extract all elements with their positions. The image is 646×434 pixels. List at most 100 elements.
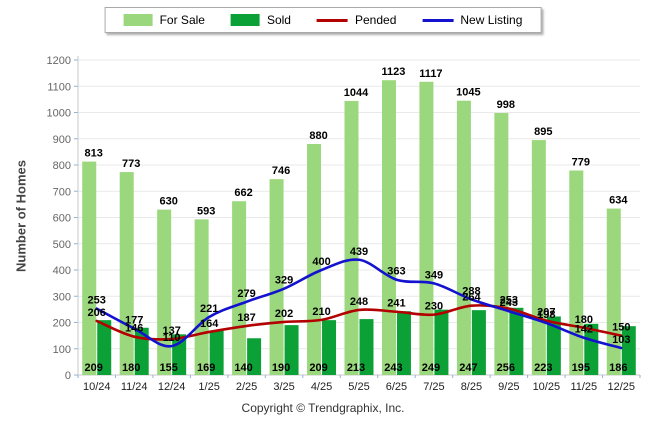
for-sale-bar [194, 219, 209, 375]
sold-bar [509, 307, 524, 375]
svg-text:248: 248 [350, 296, 368, 308]
svg-text:187: 187 [237, 312, 255, 324]
svg-text:600: 600 [53, 213, 71, 225]
sold-bar [209, 330, 224, 375]
svg-text:900: 900 [53, 134, 71, 146]
for-sale-swatch-icon [123, 14, 153, 26]
svg-text:1123: 1123 [382, 66, 406, 78]
svg-text:264: 264 [462, 292, 481, 304]
legend-item-new-listing[interactable]: New Listing [422, 13, 522, 27]
svg-text:11/24: 11/24 [121, 381, 148, 393]
for-sale-bar [494, 113, 509, 376]
y-tick-labels: 0 100 200 300 400 500 600 700 800 900 1000 1100 1200 [47, 55, 71, 382]
sold-bar [471, 310, 486, 375]
svg-text:279: 279 [237, 288, 255, 300]
svg-text:439: 439 [350, 246, 368, 258]
svg-text:12/24: 12/24 [158, 381, 186, 393]
svg-text:200: 200 [53, 318, 71, 330]
bars-sold [97, 307, 636, 375]
svg-text:1100: 1100 [47, 81, 71, 93]
for-sale-bar [381, 80, 396, 376]
svg-text:10/25: 10/25 [533, 381, 561, 393]
svg-text:146: 146 [125, 323, 143, 335]
svg-text:202: 202 [275, 308, 293, 320]
svg-text:5/25: 5/25 [348, 381, 369, 393]
svg-text:180: 180 [122, 362, 140, 374]
svg-text:2/25: 2/25 [236, 381, 257, 393]
svg-text:998: 998 [497, 99, 515, 111]
svg-text:700: 700 [53, 186, 71, 198]
svg-text:247: 247 [459, 362, 477, 374]
svg-text:6/25: 6/25 [386, 381, 407, 393]
sold-bar [97, 320, 112, 375]
svg-text:169: 169 [197, 362, 215, 374]
svg-text:1044: 1044 [344, 87, 369, 99]
for-sale-bar [569, 170, 584, 375]
svg-text:779: 779 [572, 157, 590, 169]
svg-text:895: 895 [534, 126, 552, 138]
svg-text:1045: 1045 [456, 87, 480, 99]
svg-text:137: 137 [162, 325, 180, 337]
svg-text:1117: 1117 [419, 68, 442, 80]
svg-text:746: 746 [272, 165, 290, 177]
sold-bar [434, 309, 449, 375]
legend-item-pended[interactable]: Pended [316, 13, 397, 27]
sold-swatch-icon [230, 14, 260, 26]
new-listing-line [95, 258, 623, 350]
svg-text:155: 155 [159, 362, 177, 374]
svg-text:363: 363 [387, 266, 405, 278]
sold-bar [247, 338, 262, 375]
svg-text:1/25: 1/25 [198, 381, 219, 393]
svg-text:243: 243 [500, 297, 518, 309]
svg-text:243: 243 [384, 362, 402, 374]
svg-text:349: 349 [425, 269, 443, 281]
svg-text:103: 103 [612, 334, 630, 346]
svg-text:190: 190 [272, 362, 290, 374]
value-labels: 813 773 630 593 662 746 880 1044 1123 1117 1045 998… [85, 66, 631, 374]
svg-text:253: 253 [500, 295, 518, 307]
legend-item-sold[interactable]: Sold [230, 13, 291, 27]
svg-text:150: 150 [612, 322, 630, 334]
svg-text:142: 142 [575, 324, 593, 336]
svg-text:198: 198 [537, 309, 555, 321]
for-sale-bar [531, 140, 546, 375]
for-sale-bar [119, 172, 134, 375]
svg-text:207: 207 [537, 307, 555, 319]
svg-text:500: 500 [53, 239, 71, 251]
svg-text:880: 880 [309, 130, 327, 142]
series-lines [95, 258, 623, 350]
svg-text:100: 100 [53, 344, 71, 356]
svg-text:213: 213 [347, 362, 365, 374]
for-sale-bar [269, 179, 284, 375]
svg-text:300: 300 [53, 291, 71, 303]
svg-text:164: 164 [200, 318, 219, 330]
svg-text:180: 180 [575, 314, 593, 326]
sold-bar [584, 323, 599, 375]
for-sale-bar [344, 100, 359, 375]
svg-text:223: 223 [534, 362, 552, 374]
x-tick-labels: 10/24 11/24 12/24 1/25 2/25 3/25 4/25 5/25 6/25 7… [83, 381, 635, 393]
svg-text:10/24: 10/24 [83, 381, 111, 393]
legend-label-for-sale: For Sale [159, 13, 205, 27]
svg-text:209: 209 [85, 362, 103, 374]
legend-item-for-sale[interactable]: For Sale [123, 13, 205, 27]
chart-legend: For Sale Sold Pended New Listing [104, 7, 542, 33]
svg-text:1000: 1000 [47, 108, 71, 120]
svg-text:253: 253 [88, 295, 106, 307]
svg-text:186: 186 [609, 362, 627, 374]
new-listing-line-swatch-icon [422, 18, 454, 22]
svg-text:7/25: 7/25 [423, 381, 444, 393]
for-sale-bar [456, 100, 471, 375]
sold-bar [396, 311, 411, 375]
svg-text:110: 110 [163, 332, 181, 344]
legend-label-pended: Pended [354, 13, 397, 27]
svg-text:813: 813 [85, 148, 103, 160]
sold-bar [359, 319, 374, 375]
for-sale-bar [82, 161, 97, 375]
svg-text:177: 177 [125, 315, 143, 327]
axis-ticks [74, 59, 78, 376]
axes [77, 56, 641, 378]
legend-label-new-listing: New Listing [460, 13, 523, 27]
